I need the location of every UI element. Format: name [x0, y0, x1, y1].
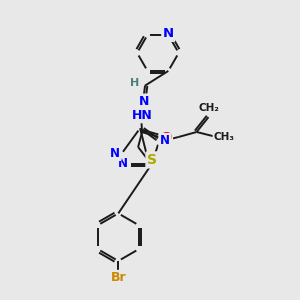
Text: Br: Br: [110, 271, 126, 284]
Text: H: H: [130, 78, 139, 88]
Text: CH₃: CH₃: [214, 132, 235, 142]
Text: CH₂: CH₂: [198, 103, 219, 113]
Text: N: N: [163, 27, 174, 40]
Text: N: N: [118, 157, 128, 169]
Text: N: N: [139, 95, 149, 108]
Text: O: O: [160, 130, 172, 144]
Text: N: N: [160, 134, 170, 147]
Text: N: N: [110, 147, 120, 160]
Text: HN: HN: [132, 109, 152, 122]
Text: S: S: [147, 153, 157, 167]
